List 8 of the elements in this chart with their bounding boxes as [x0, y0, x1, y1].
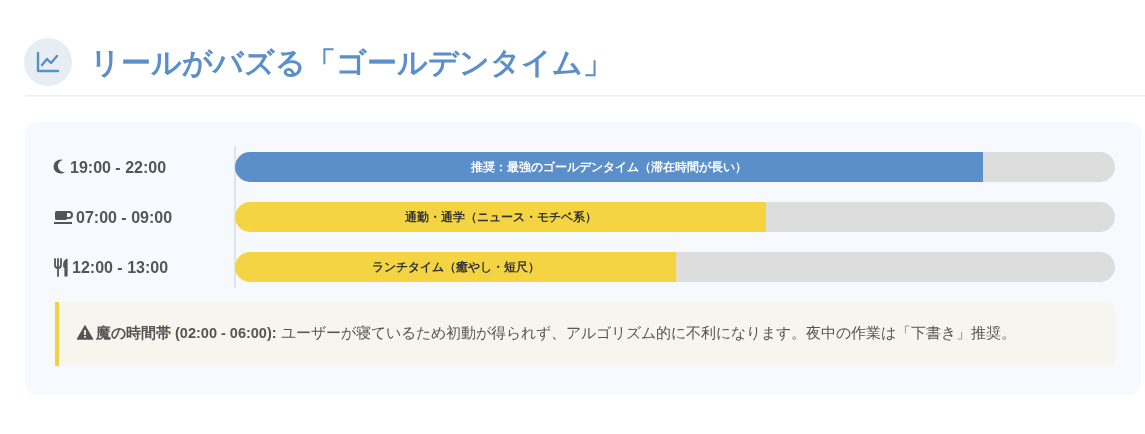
- annotation: 魔の時間帯 (02:00 - 06:00): ユーザーが寝ているため初動が得られず、アルゴリズム的に不利になります。夜中の作業は「下書き」推奨。: [96, 325, 1016, 341]
- bar-annotation: 推奨：最強のゴールデンタイム（滞在時間が長い）: [471, 161, 747, 173]
- category-label: 19:00 - 22:00: [70, 159, 167, 176]
- bar-annotation: ランチタイム（癒やし・短尺）: [371, 261, 540, 273]
- title: リールがバズる「ゴールデンタイム」: [90, 46, 613, 79]
- category-label: 07:00 - 09:00: [76, 209, 173, 226]
- category-label: 12:00 - 13:00: [72, 259, 169, 276]
- bar-annotation: 通勤・通学（ニュース・モチベ系）: [404, 211, 597, 223]
